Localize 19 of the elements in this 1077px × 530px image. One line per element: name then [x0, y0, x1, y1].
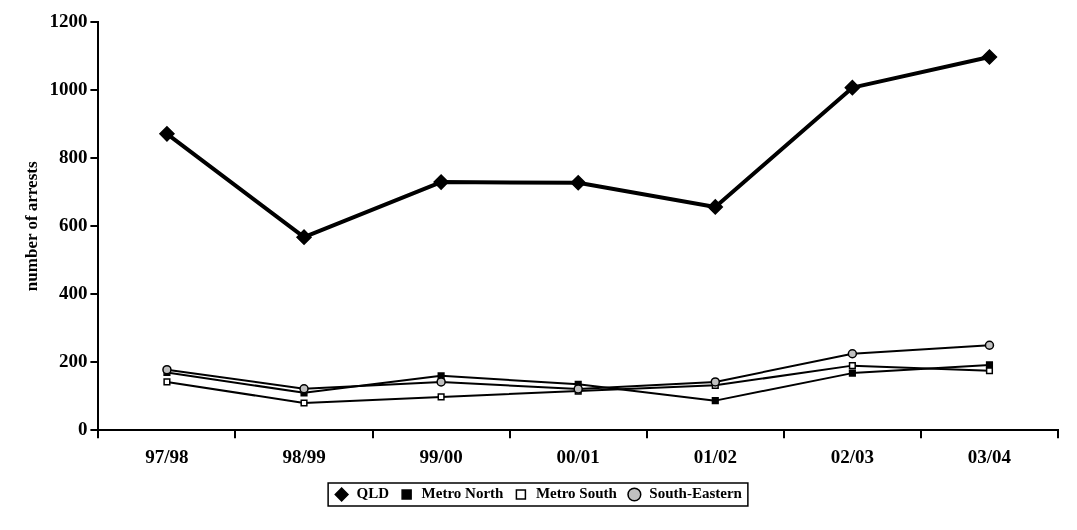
x-tick-label: 01/02 [693, 445, 737, 467]
x-tick-label: 98/99 [282, 445, 326, 467]
y-axis-title: number of arrests [21, 161, 41, 292]
x-tick-label: 99/00 [419, 445, 463, 467]
y-tick-label: 600 [58, 214, 88, 236]
y-tick-label: 1000 [49, 78, 88, 100]
y-tick-label: 400 [58, 282, 88, 304]
y-tick-label: 200 [58, 350, 88, 372]
x-tick-label: 00/01 [556, 445, 600, 467]
legend-label: QLD [356, 485, 390, 502]
x-tick-label: 03/04 [967, 445, 1012, 467]
y-tick-label: 0 [77, 418, 88, 440]
x-tick-label: 97/98 [145, 445, 189, 467]
x-tick-label: 02/03 [830, 445, 875, 467]
y-tick-label: 800 [58, 146, 88, 168]
legend-label: South-Eastern [649, 485, 743, 502]
legend-label: Metro South [535, 485, 618, 502]
y-tick-label: 1200 [49, 10, 88, 32]
legend-label: Metro North [421, 485, 505, 502]
